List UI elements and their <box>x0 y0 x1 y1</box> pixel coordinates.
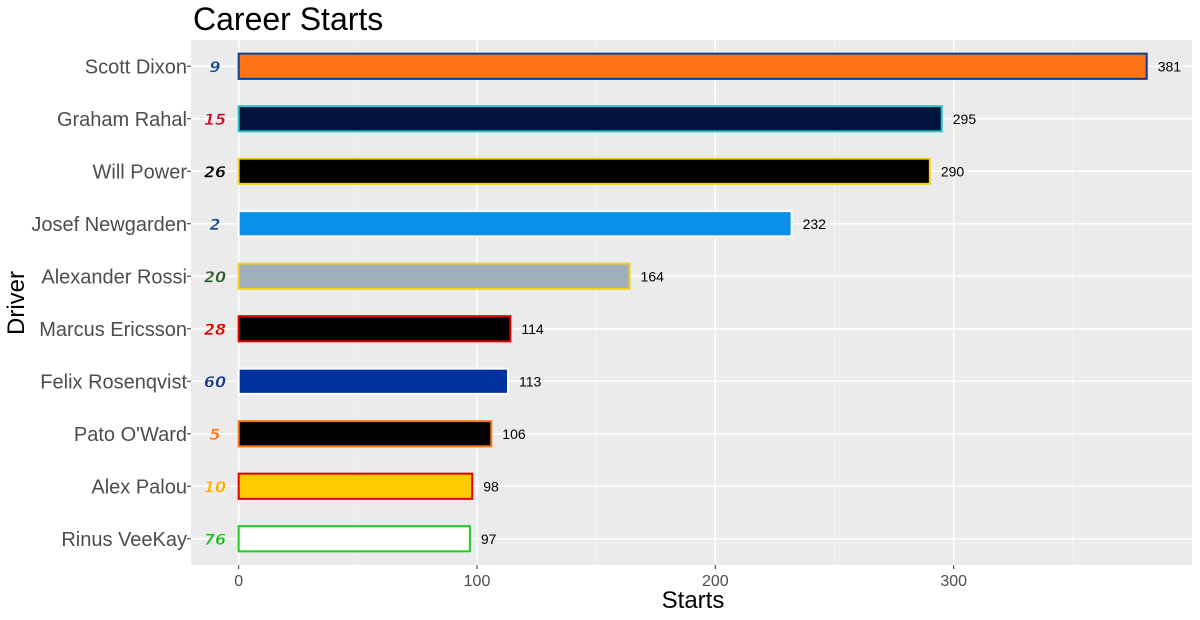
data-label: 381 <box>1158 58 1182 74</box>
x-tick-label: 100 <box>464 573 491 590</box>
bar <box>237 262 631 290</box>
data-label: 295 <box>953 111 977 127</box>
data-label: 290 <box>941 163 965 179</box>
y-tick-label: Scott Dixon <box>85 56 187 78</box>
y-tick-label: Alexander Rossi <box>41 266 187 288</box>
data-label: 113 <box>519 373 542 389</box>
bar <box>237 472 474 500</box>
data-label: 164 <box>641 268 665 284</box>
car-number-icon: 60 <box>204 372 226 391</box>
x-axis-title: Starts <box>662 587 725 614</box>
y-tick-label: Marcus Ericsson <box>39 319 187 341</box>
data-label: 232 <box>803 216 827 232</box>
bars <box>237 52 1148 553</box>
car-number-icon: 15 <box>204 110 226 129</box>
bar <box>237 367 509 395</box>
car-number-icon: 9 <box>209 57 220 76</box>
y-axis-title: Driver <box>3 271 30 335</box>
car-number-icon: 2 <box>209 215 220 234</box>
y-tick-label: Josef Newgarden <box>31 214 187 236</box>
car-number-icon: 28 <box>204 320 226 339</box>
chart-title: Career Starts <box>193 1 384 37</box>
y-tick-label: Graham Rahal <box>57 109 187 131</box>
x-tick-label: 0 <box>234 573 243 590</box>
car-number-icon: 10 <box>204 477 226 496</box>
data-label: 114 <box>521 321 544 337</box>
bar <box>237 525 471 553</box>
bar <box>237 420 493 448</box>
data-label: 106 <box>502 426 526 442</box>
car-number-icon: 5 <box>209 425 220 444</box>
y-tick-label: Pato O'Ward <box>74 424 187 446</box>
bar <box>237 210 793 238</box>
x-tick-label: 200 <box>702 573 729 590</box>
y-tick-label: Felix Rosenqvist <box>40 371 187 393</box>
car-number-icon: 26 <box>204 162 226 181</box>
data-label: 97 <box>481 531 497 547</box>
bar <box>237 52 1148 80</box>
bar <box>237 105 943 133</box>
car-number-icon: 20 <box>204 267 226 286</box>
labels: 0 100 200 300 381 Scott Dixon 9 295 Graham Rahal… <box>31 56 1181 590</box>
bar <box>237 315 512 343</box>
bar <box>237 157 931 185</box>
car-number-icon: 76 <box>204 530 226 549</box>
y-tick-label: Rinus VeeKay <box>61 529 187 551</box>
y-tick-label: Alex Palou <box>91 476 187 498</box>
y-tick-label: Will Power <box>93 161 188 183</box>
data-label: 98 <box>483 478 499 494</box>
x-tick-label: 300 <box>940 573 967 590</box>
